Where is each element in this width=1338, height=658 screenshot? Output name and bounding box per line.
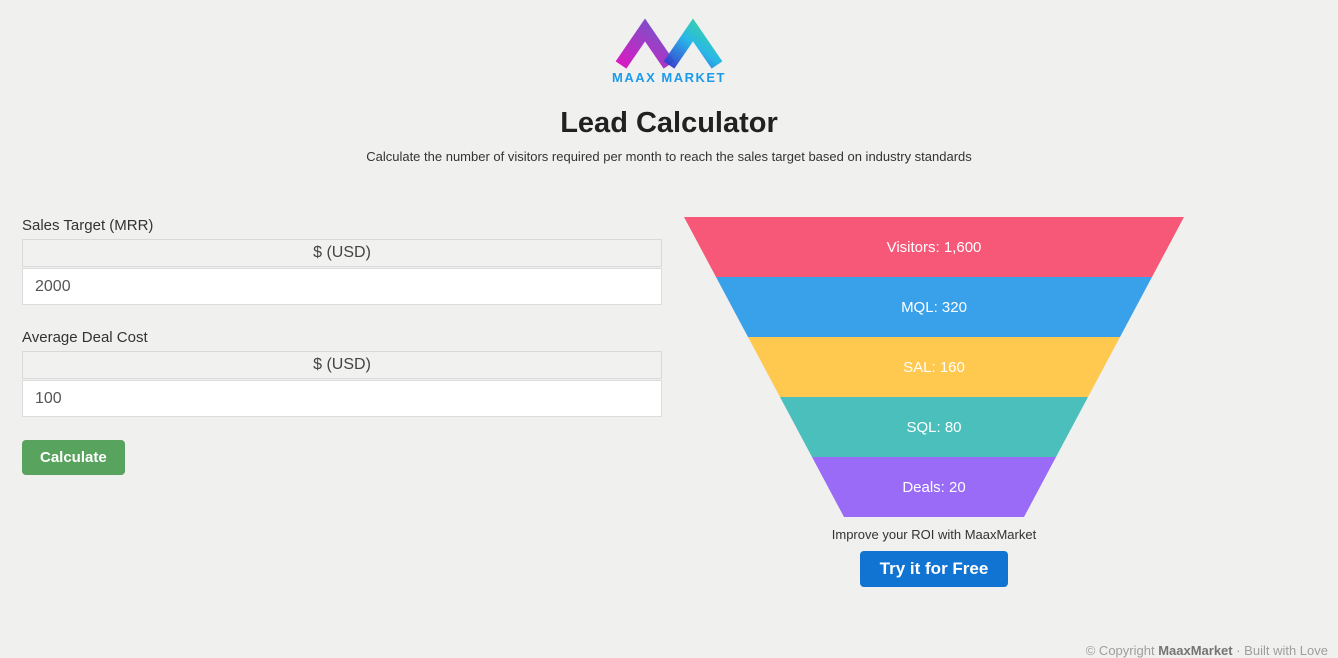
funnel-stage-value-label: Deals: 20 bbox=[902, 479, 965, 496]
sales-target-currency-header: $ (USD) bbox=[22, 239, 662, 267]
funnel-stage-value-label: MQL: 320 bbox=[901, 299, 967, 316]
funnel-stage-sal bbox=[748, 337, 1120, 397]
sales-target-field-block: Sales Target (MRR) $ (USD) bbox=[22, 217, 662, 305]
average-deal-cost-currency-header: $ (USD) bbox=[22, 351, 662, 379]
sales-target-input[interactable] bbox=[22, 268, 662, 305]
funnel-stage-deals bbox=[812, 457, 1056, 517]
copyright-prefix: © Copyright bbox=[1085, 643, 1159, 658]
average-deal-cost-input[interactable] bbox=[22, 380, 662, 417]
try-free-button[interactable]: Try it for Free bbox=[859, 551, 1009, 587]
calculate-button[interactable]: Calculate bbox=[22, 440, 125, 475]
funnel-stage-value-label: Visitors: 1,600 bbox=[887, 239, 982, 256]
main-content: Sales Target (MRR) $ (USD) Average Deal … bbox=[0, 217, 1338, 587]
funnel-stage-mql bbox=[716, 277, 1152, 337]
maax-market-m-icon bbox=[615, 18, 723, 69]
copyright-footer: © Copyright MaaxMarket · Built with Love bbox=[1086, 643, 1328, 658]
copyright-suffix: · Built with Love bbox=[1232, 643, 1328, 658]
page-title: Lead Calculator bbox=[560, 107, 778, 139]
lead-form: Sales Target (MRR) $ (USD) Average Deal … bbox=[22, 217, 662, 475]
funnel-stage-value-label: SQL: 80 bbox=[906, 419, 961, 436]
average-deal-cost-label: Average Deal Cost bbox=[22, 329, 148, 346]
funnel-section: Visitors: 1,600 MQL: 320 SAL: 160 SQL: 80 De… bbox=[684, 217, 1184, 587]
maax-market-logo: MAAX MARKET bbox=[612, 18, 726, 85]
page-header: MAAX MARKET Lead Calculator Calculate th… bbox=[0, 0, 1338, 164]
funnel-stage-value-label: SAL: 160 bbox=[903, 359, 965, 376]
funnel-chart: Visitors: 1,600 MQL: 320 SAL: 160 SQL: 80 De… bbox=[684, 217, 1184, 517]
logo-text: MAAX MARKET bbox=[612, 70, 726, 85]
sales-target-label: Sales Target (MRR) bbox=[22, 217, 154, 234]
cta-caption: Improve your ROI with MaaxMarket bbox=[831, 527, 1037, 542]
funnel-stage-sql bbox=[780, 397, 1088, 457]
average-deal-cost-field-block: Average Deal Cost $ (USD) bbox=[22, 329, 662, 417]
funnel-stage-visitors bbox=[684, 217, 1184, 277]
page-subtitle: Calculate the number of visitors require… bbox=[366, 149, 972, 164]
copyright-brand: MaaxMarket bbox=[1158, 643, 1233, 658]
